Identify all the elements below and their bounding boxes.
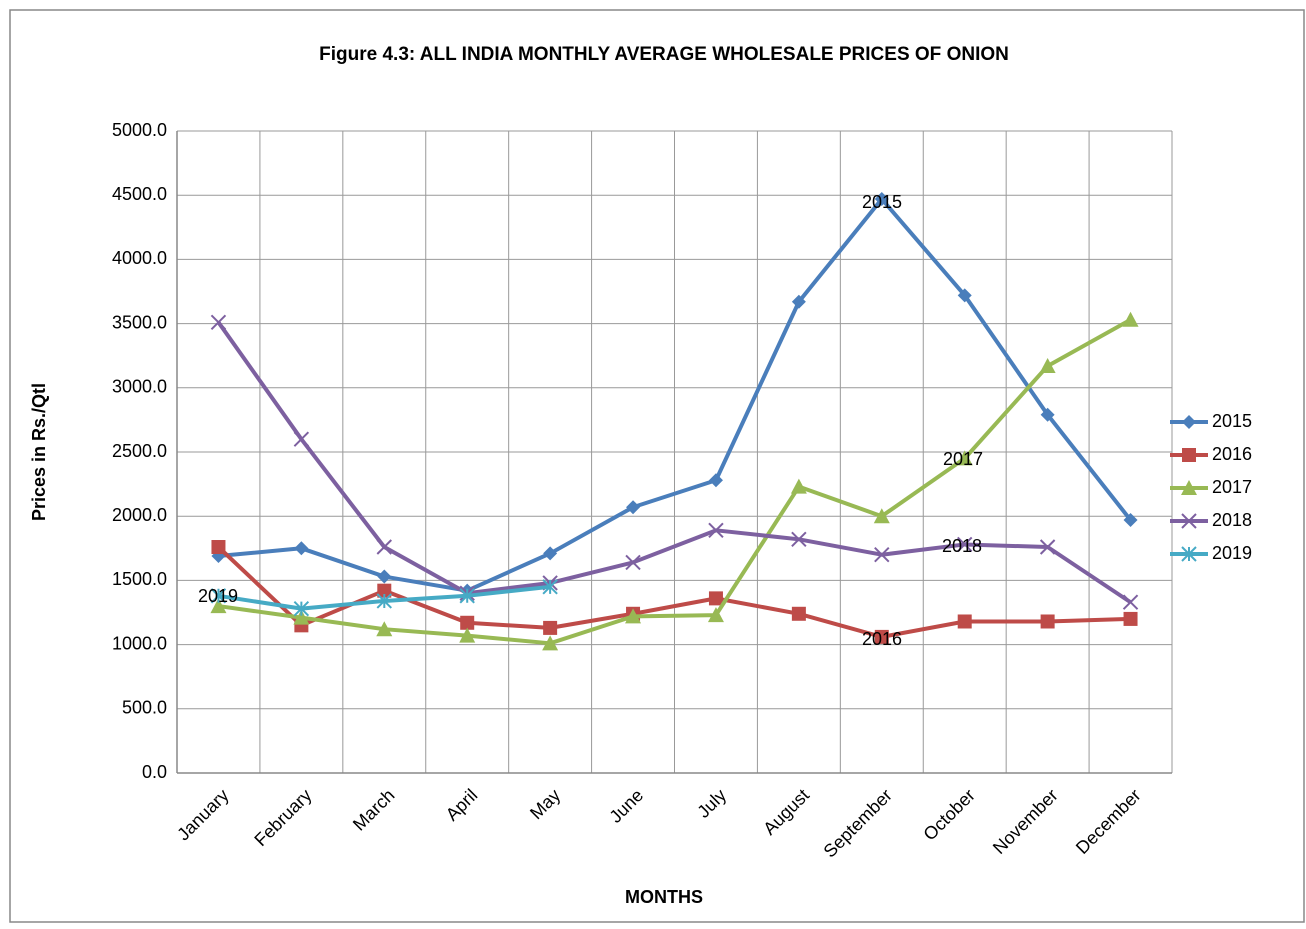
y-tick-label: 4000.0 [112,248,167,268]
legend-marker [1182,448,1196,462]
series-line [218,197,1133,593]
y-tick-label: 3500.0 [112,312,167,332]
y-tick-label: 4500.0 [112,184,167,204]
marker [210,598,227,614]
marker [1039,357,1056,373]
marker [376,621,393,637]
marker [1040,614,1055,629]
annotation: 2015 [862,192,902,212]
marker [708,591,723,606]
chart-title: Figure 4.3: ALL INDIA MONTHLY AVERAGE WH… [319,44,1009,65]
marker [1040,407,1055,422]
legend-marker [1181,513,1197,529]
legend-item: 2016 [1170,444,1252,464]
marker [790,478,807,494]
marker [542,635,559,651]
marker [294,541,309,556]
marker [791,531,807,548]
marker [459,588,475,604]
marker [625,608,642,624]
annotation: 2016 [862,629,902,649]
legend-label: 2018 [1212,510,1252,530]
marker [1122,594,1139,610]
y-tick-label: 3000.0 [112,377,167,397]
marker [210,588,227,604]
marker [957,536,973,553]
legend-label: 2017 [1212,477,1252,497]
legend-item: 2017 [1170,477,1252,497]
series-line [217,545,1131,639]
marker [874,547,890,563]
marker [1122,311,1139,327]
marker [542,579,558,595]
marker [1123,611,1138,626]
marker [957,614,972,629]
marker [874,629,889,644]
y-tick-label: 1500.0 [112,569,167,589]
y-tick-label: 0.0 [142,762,167,782]
y-axis-label: Prices in Rs./Qtl [29,383,49,521]
legend-marker [1181,480,1197,495]
marker [211,540,226,555]
marker [1039,539,1056,555]
marker [626,500,641,515]
marker [791,294,806,309]
marker [293,431,310,447]
marker [376,539,392,555]
series-line [218,318,1132,646]
marker [293,600,310,617]
annotation: 2019 [198,586,238,606]
y-tick-label: 5000.0 [112,120,167,140]
marker [956,450,973,466]
marker [459,627,476,643]
marker [625,554,641,571]
marker [376,593,392,609]
marker [874,192,889,207]
legend-item: 2019 [1170,543,1252,563]
legend-marker [1181,546,1197,562]
marker [1123,513,1138,528]
marker [377,583,392,598]
marker [210,314,227,331]
y-tick-label: 500.0 [122,698,167,718]
marker [543,546,558,561]
series-line [216,321,1132,604]
legend-marker [1182,415,1196,429]
marker [543,620,558,635]
chart-border [9,9,1305,923]
legend-label: 2016 [1212,444,1252,464]
y-tick-label: 2000.0 [112,505,167,525]
marker [791,606,806,621]
marker [707,607,724,623]
marker [957,288,972,303]
x-axis-label: MONTHS [625,887,703,907]
y-tick-label: 1000.0 [112,633,167,653]
legend-item: 2015 [1170,411,1252,431]
marker [293,609,310,625]
marker [708,473,723,488]
legend-item: 2018 [1170,510,1252,530]
y-tick-label: 2500.0 [112,441,167,461]
legend-label: 2015 [1212,411,1252,431]
marker [460,615,475,630]
annotation: 2017 [943,449,983,469]
marker [708,522,724,539]
marker [873,508,890,524]
legend-label: 2019 [1212,543,1252,563]
annotation: 2018 [942,536,982,556]
marker [377,569,392,584]
